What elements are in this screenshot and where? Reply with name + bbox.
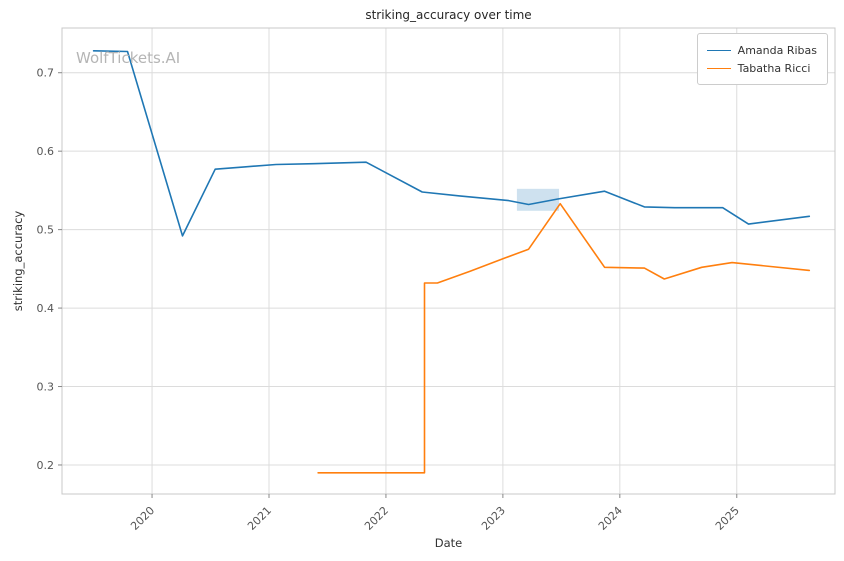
legend-label: Tabatha Ricci: [737, 61, 811, 75]
y-tick-label: 0.5: [37, 224, 55, 237]
watermark: WolfTickets.AI: [76, 49, 181, 67]
legend-line-swatch: [706, 67, 731, 69]
legend-item: Amanda Ribas: [706, 41, 817, 59]
legend-item: Tabatha Ricci: [706, 59, 817, 77]
y-tick-label: 0.3: [37, 381, 55, 394]
y-tick-label: 0.6: [37, 145, 55, 158]
legend-label: Amanda Ribas: [737, 43, 817, 57]
x-tick-label: 2024: [596, 504, 625, 533]
x-tick-label: 2023: [479, 504, 508, 533]
series-line-tabatha-ricci: [317, 202, 811, 474]
plot-border: [61, 27, 836, 495]
chart-title: striking_accuracy over time: [365, 8, 532, 22]
y-tick-label: 0.4: [37, 302, 55, 315]
x-tick-label: 2021: [245, 504, 274, 533]
x-tick-label: 2020: [128, 504, 157, 533]
legend: Amanda Ribas Tabatha Ricci: [696, 33, 828, 85]
x-tick-label: 2022: [362, 504, 391, 533]
confidence-band: [516, 188, 560, 211]
legend-line-swatch: [706, 49, 731, 51]
x-axis-label: Date: [434, 536, 463, 550]
x-tick-label: 2025: [713, 504, 742, 533]
y-axis-label: striking_accuracy: [11, 210, 25, 312]
series-line-amanda-ribas: [92, 49, 811, 237]
y-tick-label: 0.2: [37, 459, 55, 472]
y-tick-label: 0.7: [37, 67, 55, 80]
